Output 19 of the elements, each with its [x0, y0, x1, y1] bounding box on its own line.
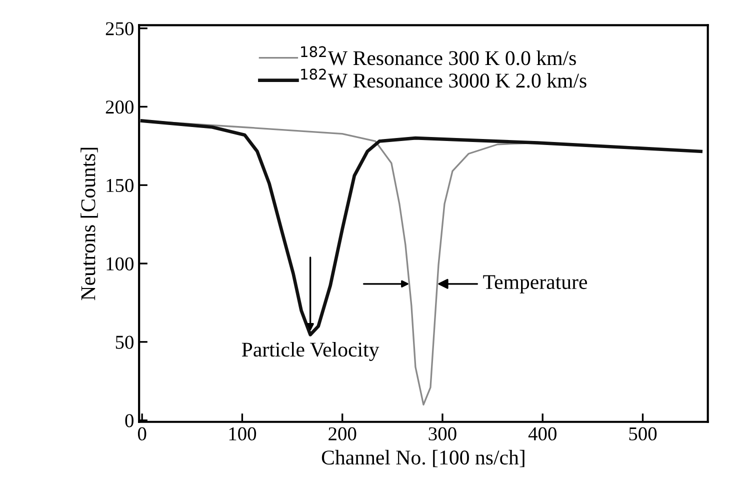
line-series: [140, 119, 703, 336]
annotation: Temperature: [483, 275, 588, 294]
y-tick-label: 0: [125, 414, 134, 428]
x-tick-label: 100: [229, 427, 256, 440]
x-tick-label: 400: [528, 427, 556, 440]
x-tick-label: 500: [629, 427, 657, 440]
y-tick-label: 50: [116, 336, 134, 349]
y-tick-label: 200: [106, 100, 134, 114]
annotation: Particle Velocity: [242, 342, 380, 361]
x-tick-label: 200: [328, 427, 356, 440]
y-axis-title: Neutrons [Counts]: [80, 148, 98, 300]
legend-label: $^{182}$W Resonance 3000 K 2.0 km/s: [301, 68, 586, 88]
x-tick-label: 300: [428, 427, 456, 440]
y-tick-label: 250: [106, 22, 134, 36]
y-tick-label: 150: [106, 178, 134, 192]
legend-label: $^{182}$W Resonance 300 K 0.0 km/s: [301, 46, 576, 66]
y-tick-label: 100: [106, 257, 134, 270]
x-axis-title: Channel No. [100 ns/ch]: [322, 450, 524, 468]
x-tick-label: 0: [138, 427, 146, 440]
